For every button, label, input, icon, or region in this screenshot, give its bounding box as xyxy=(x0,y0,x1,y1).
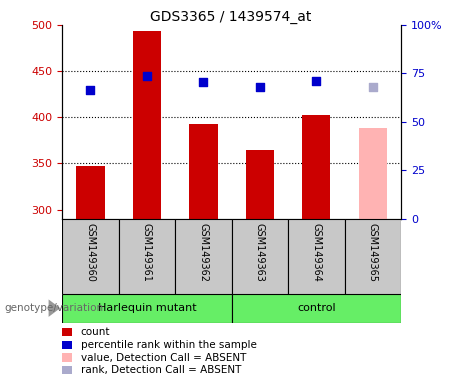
Polygon shape xyxy=(48,300,60,317)
Bar xyxy=(246,150,274,219)
Text: GSM149363: GSM149363 xyxy=(255,223,265,281)
Bar xyxy=(77,166,105,219)
Text: GSM149361: GSM149361 xyxy=(142,223,152,281)
Text: Harlequin mutant: Harlequin mutant xyxy=(98,303,196,313)
FancyBboxPatch shape xyxy=(118,219,175,294)
Point xyxy=(313,78,320,84)
FancyBboxPatch shape xyxy=(175,219,231,294)
Text: genotype/variation: genotype/variation xyxy=(5,303,104,313)
Text: rank, Detection Call = ABSENT: rank, Detection Call = ABSENT xyxy=(81,365,241,375)
Text: control: control xyxy=(297,303,336,313)
FancyBboxPatch shape xyxy=(231,219,288,294)
Text: GSM149365: GSM149365 xyxy=(368,223,378,281)
Text: GSM149360: GSM149360 xyxy=(85,223,95,281)
FancyBboxPatch shape xyxy=(344,219,401,294)
Text: count: count xyxy=(81,327,110,337)
FancyBboxPatch shape xyxy=(288,219,344,294)
Point xyxy=(87,86,94,93)
Text: GSM149364: GSM149364 xyxy=(311,223,321,281)
Bar xyxy=(302,114,331,219)
FancyBboxPatch shape xyxy=(231,294,401,323)
Text: value, Detection Call = ABSENT: value, Detection Call = ABSENT xyxy=(81,353,246,362)
FancyBboxPatch shape xyxy=(62,219,118,294)
Point xyxy=(256,84,264,90)
Text: GSM149362: GSM149362 xyxy=(198,223,208,281)
Text: percentile rank within the sample: percentile rank within the sample xyxy=(81,340,257,350)
Point xyxy=(369,84,377,90)
Point xyxy=(200,79,207,85)
FancyBboxPatch shape xyxy=(62,294,231,323)
Text: GDS3365 / 1439574_at: GDS3365 / 1439574_at xyxy=(150,10,311,23)
Point xyxy=(143,73,151,79)
Bar xyxy=(133,31,161,219)
Bar xyxy=(359,128,387,219)
Bar xyxy=(189,124,218,219)
